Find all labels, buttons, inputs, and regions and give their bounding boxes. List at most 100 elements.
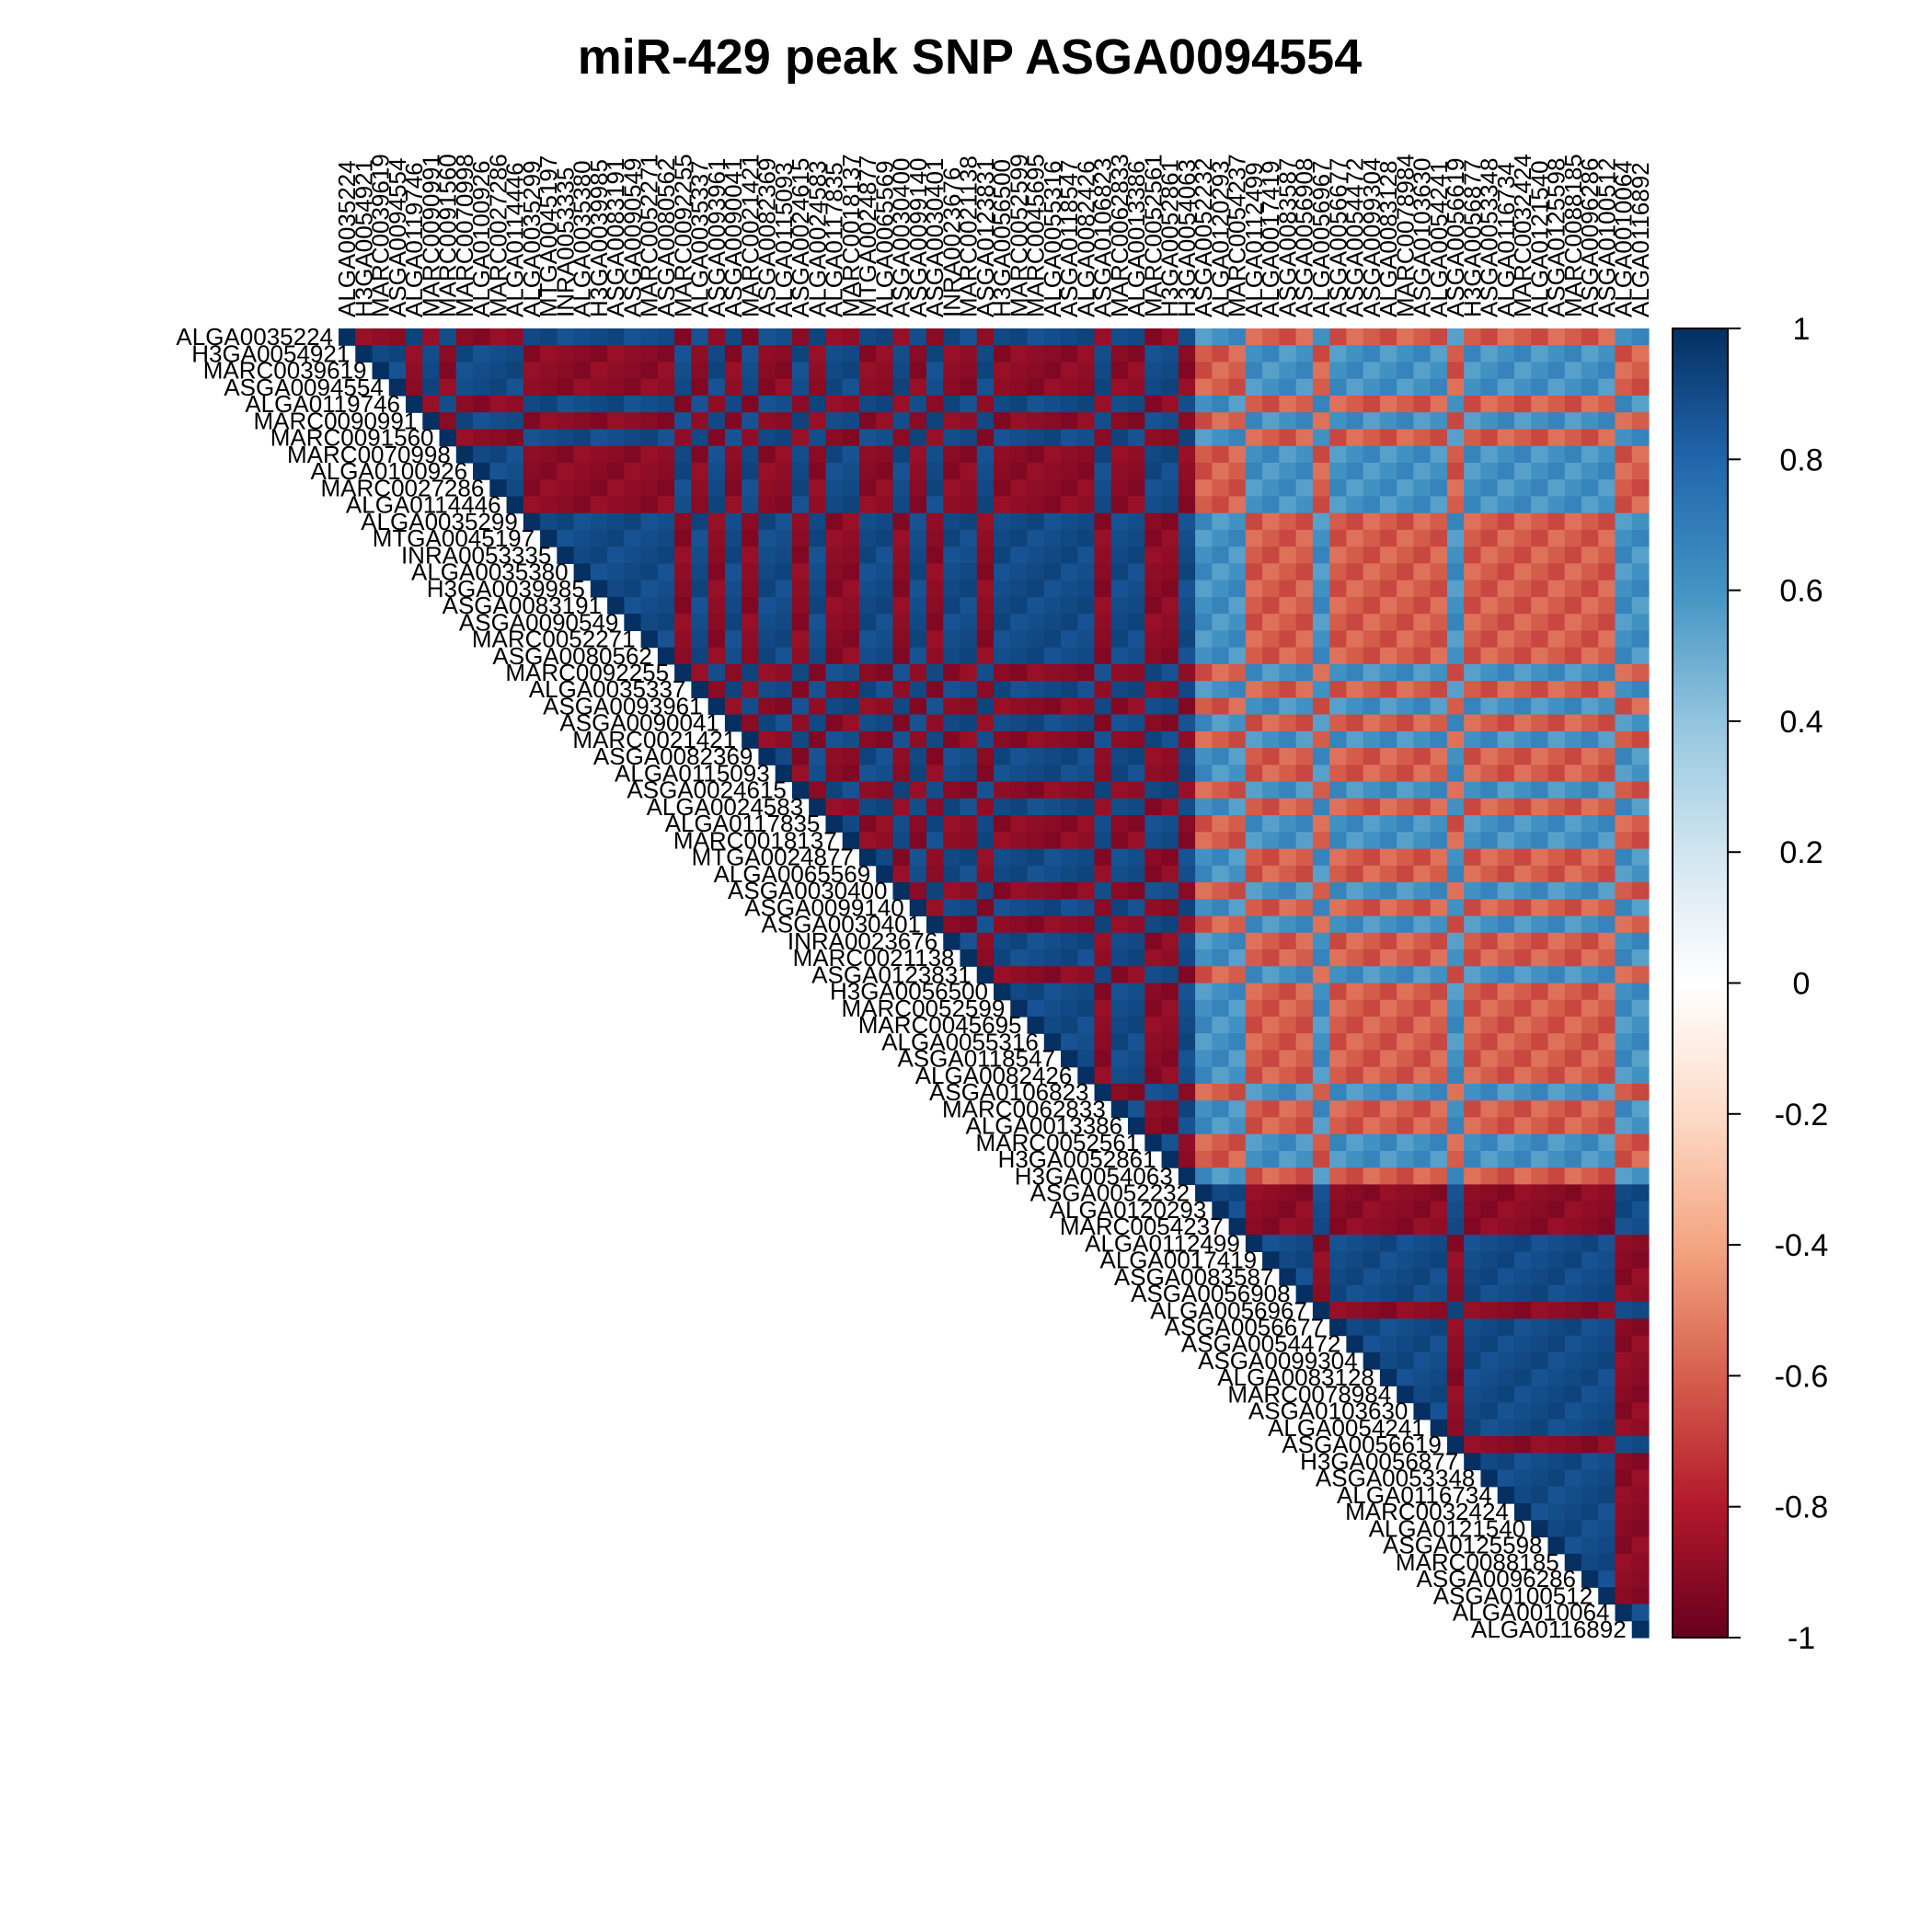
heatmap-cell — [1615, 1351, 1633, 1370]
heatmap-cell — [1245, 546, 1263, 565]
heatmap-cell — [1631, 378, 1650, 397]
heatmap-cell — [1363, 983, 1381, 1001]
heatmap-cell — [1413, 1251, 1432, 1270]
heatmap-cell — [707, 362, 726, 380]
row-labels: ALGA0035224H3GA0054921MARC0039619ASGA009… — [176, 323, 1626, 1643]
heatmap-cell — [1379, 1201, 1397, 1219]
heatmap-cell — [1279, 1033, 1297, 1052]
heatmap-cell — [1413, 1100, 1432, 1119]
heatmap-cell — [1615, 512, 1633, 531]
heatmap-cell — [1228, 1184, 1247, 1202]
heatmap-cell — [1228, 765, 1247, 783]
heatmap-cell — [455, 412, 474, 431]
heatmap-cell — [1262, 1251, 1280, 1270]
heatmap-cell — [1513, 1436, 1532, 1454]
heatmap-cell — [892, 328, 911, 346]
heatmap-cell — [775, 714, 793, 732]
colorbar-tick-label: 1 — [1793, 312, 1811, 347]
heatmap-cell — [1312, 1050, 1330, 1068]
heatmap-cell — [674, 630, 692, 649]
heatmap-cell — [926, 765, 944, 783]
heatmap-cell — [1110, 949, 1129, 967]
heatmap-cell — [1564, 983, 1582, 1001]
heatmap-cell — [1598, 1016, 1616, 1034]
heatmap-cell — [994, 529, 1011, 547]
heatmap-cell — [1312, 1268, 1330, 1286]
heatmap-cell — [976, 765, 995, 783]
heatmap-cell — [1513, 832, 1532, 850]
heatmap-cell — [1564, 496, 1582, 514]
heatmap-cell — [994, 832, 1011, 850]
row-label: ALGA0065569 — [714, 860, 871, 888]
heatmap-cell — [758, 378, 776, 397]
heatmap-cell — [1279, 983, 1297, 1001]
heatmap-cell — [1631, 1520, 1650, 1538]
heatmap-cell — [1547, 1016, 1566, 1034]
heatmap-cell — [691, 462, 709, 480]
heatmap-cell — [1480, 1133, 1499, 1152]
heatmap-cell — [1346, 1235, 1364, 1252]
heatmap-cell — [943, 362, 961, 380]
heatmap-cell — [1245, 462, 1263, 480]
colorbar-tick-label: -0.2 — [1775, 1098, 1829, 1133]
heatmap-cell — [1631, 1167, 1650, 1186]
heatmap-cell — [1531, 1100, 1549, 1119]
heatmap-cell — [1430, 1083, 1448, 1101]
heatmap-cell — [1363, 1150, 1381, 1168]
heatmap-cell — [892, 882, 911, 900]
heatmap-cell — [1363, 765, 1381, 783]
heatmap-cell — [1464, 1050, 1482, 1068]
heatmap-cell — [1413, 1201, 1432, 1219]
heatmap-cell — [1513, 1469, 1532, 1488]
heatmap-cell — [1094, 949, 1112, 967]
heatmap-cell — [1027, 512, 1045, 531]
heatmap-cell — [960, 496, 978, 514]
heatmap-cell — [1312, 1201, 1330, 1219]
heatmap-cell — [1430, 714, 1448, 732]
heatmap-cell — [842, 663, 860, 682]
row-label: ASGA0054472 — [1181, 1330, 1340, 1358]
heatmap-cell — [1043, 512, 1062, 531]
heatmap-cell — [1279, 1184, 1297, 1202]
heatmap-cell — [1564, 1553, 1582, 1571]
heatmap-cell — [1531, 932, 1549, 950]
heatmap-cell — [1430, 832, 1448, 850]
heatmap-cell — [1464, 765, 1482, 783]
heatmap-cell — [724, 462, 742, 480]
heatmap-cell — [976, 899, 995, 917]
heatmap-cell — [1329, 781, 1347, 799]
heatmap-cell — [1312, 798, 1330, 816]
heatmap-cell — [1615, 429, 1633, 447]
heatmap-cell — [1581, 1486, 1599, 1504]
row-label: MARC0021138 — [793, 944, 955, 972]
heatmap-cell — [1262, 1235, 1280, 1252]
row-label: MARC0032424 — [1345, 1498, 1509, 1525]
column-label: ALGA0119746 — [400, 162, 428, 317]
heatmap-cell — [809, 798, 827, 816]
heatmap-cell — [1631, 1570, 1650, 1588]
heatmap-cell — [1128, 328, 1145, 346]
heatmap-cell — [892, 345, 911, 363]
heatmap-cell — [1531, 614, 1549, 631]
row-label: ASGA0125598 — [1383, 1532, 1542, 1559]
heatmap-cell — [1245, 362, 1263, 380]
heatmap-cell — [540, 328, 558, 346]
heatmap-cell — [1615, 1402, 1633, 1420]
heatmap-cell — [1615, 1251, 1633, 1270]
heatmap-cell — [1430, 697, 1448, 716]
heatmap-cell — [1446, 596, 1465, 615]
heatmap-cell — [1195, 412, 1213, 431]
heatmap-cell — [1598, 412, 1616, 431]
heatmap-cell — [557, 362, 575, 380]
heatmap-cell — [1363, 328, 1381, 346]
heatmap-cell — [1279, 1083, 1297, 1101]
heatmap-cell — [506, 429, 524, 447]
heatmap-cell — [1228, 412, 1247, 431]
heatmap-cell — [1631, 1201, 1650, 1219]
column-label: ALGA0013386 — [1122, 160, 1150, 317]
heatmap-cell — [1480, 445, 1499, 464]
heatmap-cell — [1564, 412, 1582, 431]
heatmap-cell — [1279, 429, 1297, 447]
heatmap-cell — [1581, 1217, 1599, 1236]
heatmap-cell — [1598, 865, 1616, 883]
